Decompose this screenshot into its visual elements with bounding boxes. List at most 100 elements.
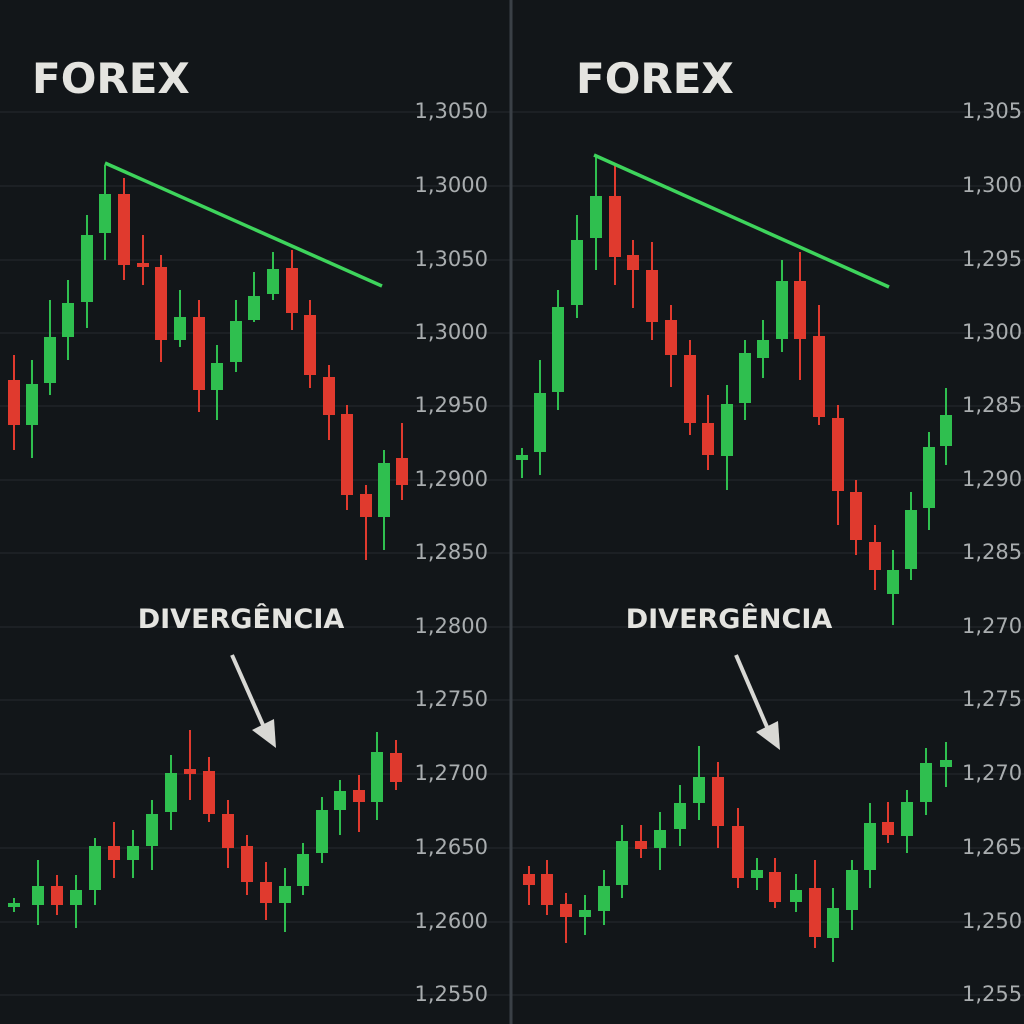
- candle: [635, 825, 647, 858]
- candle: [693, 746, 705, 820]
- axis-label: 1,270: [962, 761, 1022, 785]
- axis-label: 1,285: [962, 540, 1022, 564]
- axis-label: 1,2550: [415, 982, 488, 1006]
- candle: [203, 757, 215, 822]
- candle-body: [616, 841, 628, 885]
- candle-body: [260, 882, 272, 903]
- candle: [790, 874, 802, 912]
- axis-label: 1,300: [962, 173, 1022, 197]
- axis-label: 1,265: [962, 835, 1022, 859]
- candle: [8, 355, 20, 450]
- candle-body: [279, 886, 291, 903]
- candle: [146, 800, 158, 870]
- candle-body: [222, 814, 234, 848]
- candle: [89, 838, 101, 905]
- candle: [627, 240, 639, 308]
- candle-body: [850, 492, 862, 540]
- candle-body: [832, 418, 844, 491]
- candle: [174, 290, 186, 347]
- candle-body: [751, 870, 763, 878]
- candle-body: [203, 771, 215, 814]
- candle-body: [230, 321, 242, 362]
- trend-line: [104, 161, 383, 288]
- candle: [44, 300, 56, 395]
- candle-body: [721, 404, 733, 456]
- trend-line: [593, 153, 890, 289]
- candle: [230, 300, 242, 372]
- candle-body: [674, 803, 686, 829]
- candle-body: [609, 196, 621, 257]
- candle: [165, 755, 177, 830]
- candle: [920, 748, 932, 815]
- candle-body: [89, 846, 101, 890]
- candle: [26, 360, 38, 458]
- axis-label: 1,3000: [415, 320, 488, 344]
- candle: [560, 893, 572, 943]
- candle: [794, 252, 806, 380]
- candle-body: [732, 826, 744, 878]
- axis-label: 1,300: [962, 320, 1022, 344]
- candle: [316, 797, 328, 863]
- candle-body: [70, 890, 82, 905]
- axis-label: 1,270: [962, 614, 1022, 638]
- candle-body: [267, 269, 279, 294]
- candle: [940, 742, 952, 787]
- candle: [813, 305, 825, 425]
- axis-label: 1,305: [962, 99, 1022, 123]
- candle-body: [739, 353, 751, 403]
- candle-body: [193, 317, 205, 390]
- candle: [665, 305, 677, 387]
- candle: [882, 802, 894, 843]
- candle-body: [905, 510, 917, 569]
- candle: [516, 448, 528, 478]
- candle: [8, 898, 20, 912]
- candle-body: [396, 458, 408, 485]
- candle: [923, 432, 935, 530]
- axis-label: 1,2950: [415, 393, 488, 417]
- candle-body: [174, 317, 186, 340]
- axis-label: 1,295: [962, 247, 1022, 271]
- candle: [940, 388, 952, 465]
- candle-body: [684, 355, 696, 423]
- candle-body: [654, 830, 666, 848]
- candle: [646, 242, 658, 340]
- axis-label: 1,285: [962, 393, 1022, 417]
- annotation: DIVERGÊNCIA: [138, 603, 345, 635]
- candle: [721, 385, 733, 490]
- candle-body: [108, 846, 120, 860]
- candle: [616, 825, 628, 898]
- candle: [184, 730, 196, 800]
- candle-body: [560, 904, 572, 917]
- candle: [260, 862, 272, 920]
- candle: [751, 858, 763, 890]
- axis-label: 1,3050: [415, 247, 488, 271]
- candle-body: [813, 336, 825, 417]
- candle: [732, 808, 744, 888]
- candle-body: [901, 802, 913, 836]
- axis-label: 1,2700: [415, 761, 488, 785]
- candle: [241, 835, 253, 895]
- candle: [832, 405, 844, 525]
- candle: [297, 843, 309, 895]
- candle-body: [693, 777, 705, 803]
- candle-body: [665, 320, 677, 355]
- candle-body: [155, 267, 167, 340]
- candles: [8, 155, 952, 962]
- candle: [108, 822, 120, 878]
- candle: [541, 860, 553, 915]
- panel-title: FOREX: [32, 54, 190, 103]
- candle-body: [371, 752, 383, 802]
- candle-body: [869, 542, 881, 570]
- candle-body: [316, 810, 328, 853]
- candle-body: [341, 414, 353, 495]
- candle: [81, 215, 93, 328]
- candle-body: [769, 872, 781, 902]
- candle: [396, 423, 408, 500]
- candle-body: [390, 753, 402, 782]
- axis-label: 1,275: [962, 687, 1022, 711]
- candle: [739, 340, 751, 420]
- candle: [523, 866, 535, 905]
- candle-body: [44, 337, 56, 383]
- candle: [598, 870, 610, 925]
